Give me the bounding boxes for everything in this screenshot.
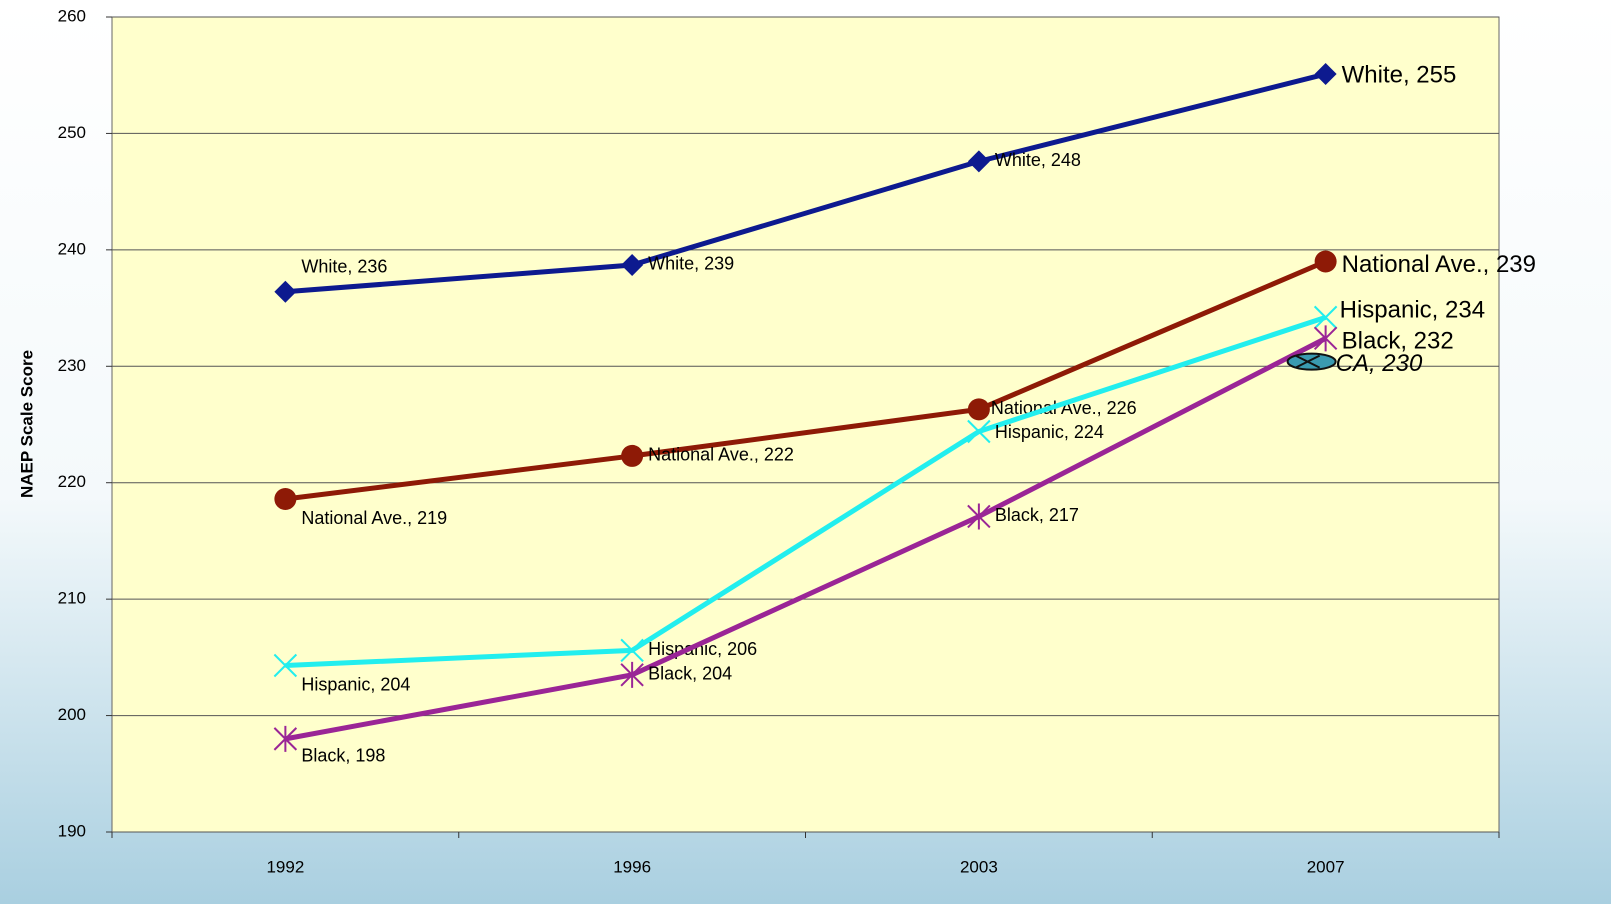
y-tick-label: 260 <box>58 6 86 25</box>
data-label: CA, 230 <box>1336 350 1423 377</box>
marker <box>967 150 990 173</box>
data-label: White, 239 <box>648 254 734 274</box>
data-label: White, 236 <box>301 257 387 277</box>
marker <box>967 398 990 421</box>
data-label: Hispanic, 234 <box>1340 297 1485 324</box>
x-tick-label: 1992 <box>266 857 304 876</box>
marker <box>621 444 644 467</box>
y-tick-label: 250 <box>58 123 86 142</box>
marker <box>967 419 991 444</box>
data-label: Black, 204 <box>648 664 732 684</box>
x-tick-label: 1996 <box>613 857 651 876</box>
marker <box>967 503 991 530</box>
y-tick-label: 190 <box>58 821 86 840</box>
y-tick-label: 220 <box>58 472 86 491</box>
x-tick-label: 2003 <box>960 857 998 876</box>
y-tick-label: 230 <box>58 356 86 375</box>
marker <box>274 280 297 303</box>
data-label: Hispanic, 204 <box>301 674 410 694</box>
y-axis-label: NAEP Scale Score <box>17 350 36 498</box>
marker <box>620 661 644 688</box>
data-label: National Ave., 219 <box>301 508 447 528</box>
series-line <box>284 336 1327 742</box>
marker <box>1314 250 1337 273</box>
data-label: Black, 198 <box>301 746 385 766</box>
series-line <box>285 71 1327 295</box>
data-label: Black, 232 <box>1342 328 1454 355</box>
y-tick-label: 200 <box>58 705 86 724</box>
series-line <box>285 259 1327 502</box>
data-label: Hispanic, 224 <box>995 422 1104 442</box>
data-label: White, 255 <box>1342 61 1457 88</box>
marker <box>274 488 297 511</box>
series-line <box>285 315 1327 669</box>
x-tick-label: 2007 <box>1307 857 1345 876</box>
marker <box>1313 325 1338 352</box>
marker <box>273 653 298 678</box>
marker <box>1314 63 1337 86</box>
y-tick-label: 240 <box>58 239 86 258</box>
marker <box>273 725 298 752</box>
marker <box>620 638 644 663</box>
data-label: White, 248 <box>995 150 1081 170</box>
marker <box>1313 305 1338 330</box>
marker <box>1286 352 1337 371</box>
plot-area <box>111 16 1500 833</box>
data-label: Black, 217 <box>995 505 1079 525</box>
marker <box>621 253 644 276</box>
data-label: National Ave., 222 <box>648 445 794 465</box>
y-tick-label: 210 <box>58 589 86 608</box>
data-label: National Ave., 239 <box>1342 251 1536 278</box>
